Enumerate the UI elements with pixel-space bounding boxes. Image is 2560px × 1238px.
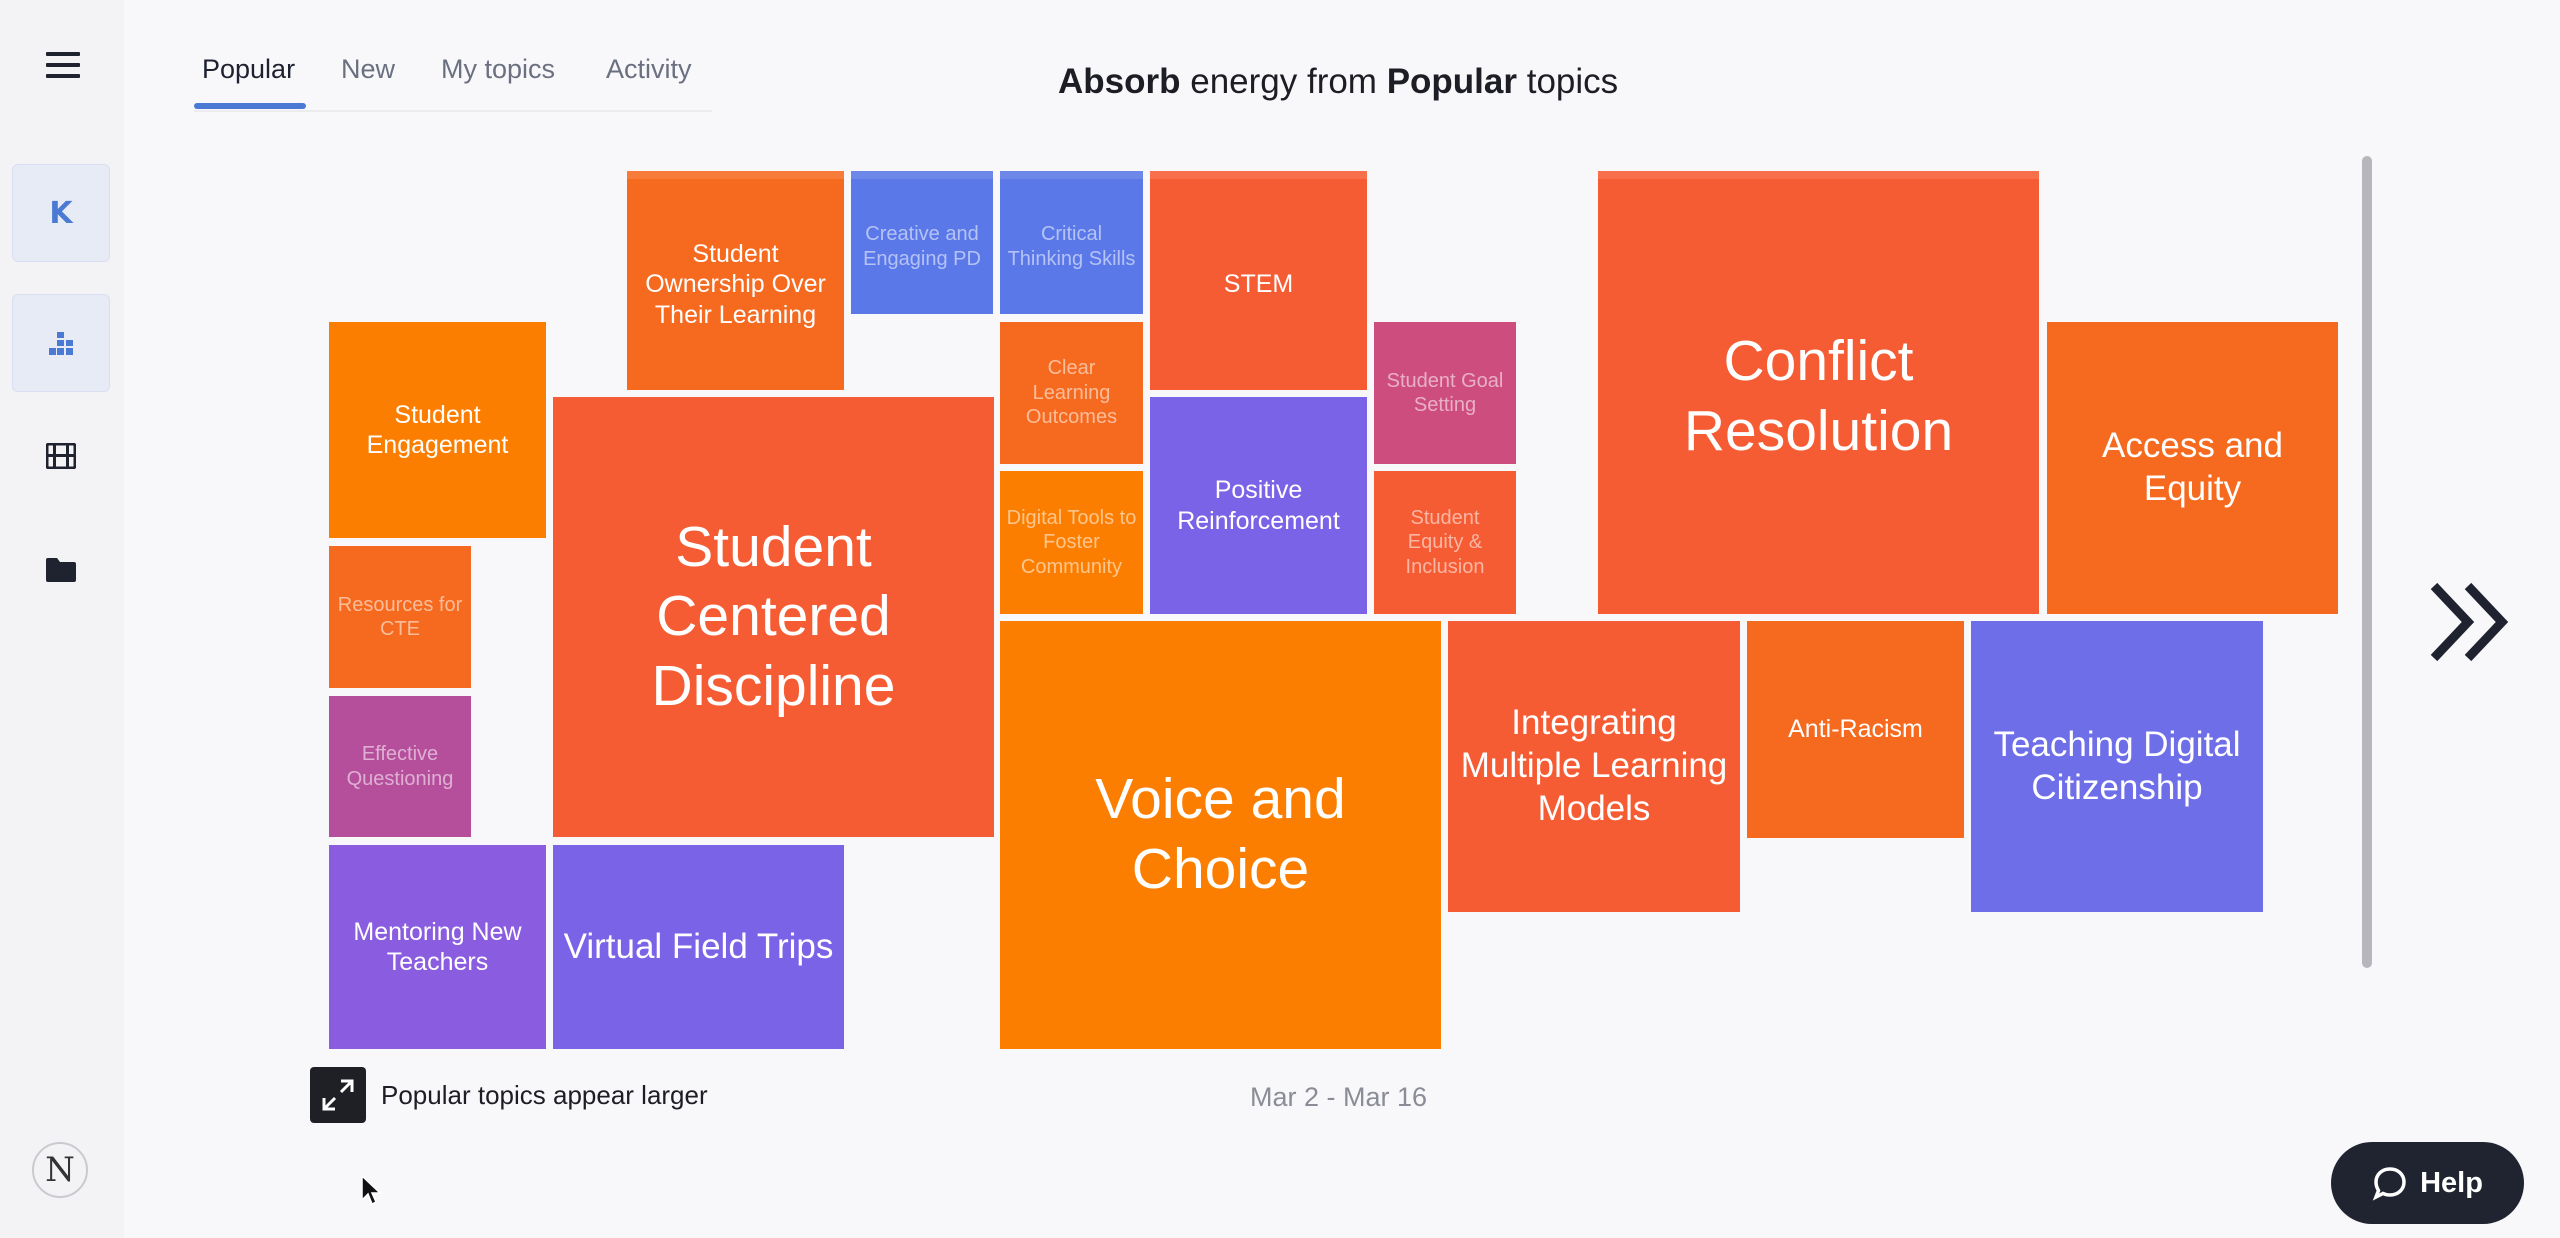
- active-tab-indicator: [194, 103, 306, 109]
- help-button[interactable]: Help: [2331, 1142, 2524, 1224]
- topic-tile[interactable]: Resources for CTE: [329, 546, 471, 688]
- topic-tile[interactable]: Mentoring New Teachers: [329, 845, 546, 1049]
- topic-tile[interactable]: Student Ownership Over Their Learning: [627, 171, 844, 390]
- topic-tile[interactable]: Student Goal Setting: [1374, 322, 1516, 464]
- tab-new[interactable]: New: [341, 54, 396, 84]
- topic-tile[interactable]: Clear Learning Outcomes: [1000, 322, 1143, 464]
- legend-label: Popular topics appear larger: [381, 1080, 708, 1110]
- topic-tile[interactable]: Positive Reinforcement: [1150, 397, 1367, 614]
- film-nav-button[interactable]: [38, 436, 84, 476]
- headline-bold-absorb: Absorb: [1058, 62, 1181, 101]
- topic-tile[interactable]: Anti-Racism: [1747, 621, 1964, 838]
- topic-tile[interactable]: Effective Questioning: [329, 696, 471, 837]
- avatar-button[interactable]: K: [12, 164, 110, 262]
- sidebar: K N: [0, 0, 124, 1238]
- topic-tile[interactable]: STEM: [1150, 171, 1367, 390]
- double-chevron-right-icon[interactable]: [2424, 572, 2524, 672]
- topics-nav-button[interactable]: [12, 294, 110, 392]
- mouse-cursor-icon: [361, 1174, 382, 1206]
- vertical-scrollbar[interactable]: [2362, 156, 2372, 968]
- date-range: Mar 2 - Mar 16: [1250, 1082, 1428, 1112]
- headline-bold-popular: Popular: [1386, 62, 1517, 101]
- tab-popular[interactable]: Popular: [202, 54, 296, 84]
- topic-tabs: Popular New My topics Activity: [194, 40, 712, 112]
- expand-icon: [322, 1079, 354, 1111]
- topic-tile[interactable]: Student Centered Discipline: [553, 397, 994, 837]
- topic-tile[interactable]: Conflict Resolution: [1598, 171, 2039, 614]
- headline-suffix: topics: [1517, 62, 1619, 101]
- folder-nav-button[interactable]: [38, 550, 84, 590]
- topic-tile[interactable]: Virtual Field Trips: [553, 845, 844, 1049]
- topic-tile[interactable]: Student Equity & Inclusion: [1374, 471, 1516, 614]
- topic-tile[interactable]: Access and Equity: [2047, 322, 2338, 614]
- bar-chart-icon: [49, 332, 73, 355]
- tab-activity[interactable]: Activity: [606, 54, 692, 84]
- topic-tile[interactable]: Teaching Digital Citizenship: [1971, 621, 2263, 912]
- expand-button[interactable]: [310, 1067, 366, 1123]
- help-label: Help: [2420, 1166, 2483, 1199]
- avatar-letter: K: [49, 195, 73, 231]
- topic-tile[interactable]: Voice and Choice: [1000, 621, 1441, 1049]
- page-headline: Absorb energy from Popular topics: [1058, 62, 1618, 102]
- hamburger-menu-icon[interactable]: [46, 52, 80, 80]
- topic-tile[interactable]: Creative and Engaging PD: [851, 171, 993, 314]
- film-icon: [46, 443, 76, 469]
- chat-bubble-icon: [2372, 1167, 2406, 1201]
- tab-my-topics[interactable]: My topics: [441, 54, 556, 84]
- topic-tile[interactable]: Digital Tools to Foster Community: [1000, 471, 1143, 614]
- topic-tile[interactable]: Critical Thinking Skills: [1000, 171, 1143, 314]
- headline-text: energy from: [1180, 62, 1387, 101]
- topic-tile[interactable]: Integrating Multiple Learning Models: [1448, 621, 1740, 912]
- topic-tile[interactable]: Student Engagement: [329, 322, 546, 538]
- app-logo: N: [32, 1142, 88, 1198]
- folder-icon: [46, 558, 76, 582]
